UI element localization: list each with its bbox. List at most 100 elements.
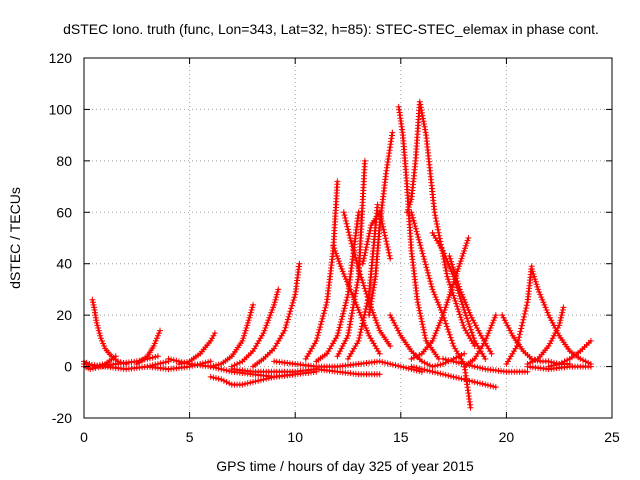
data-point-marker: [365, 330, 372, 337]
data-point-marker: [405, 206, 411, 213]
data-point-marker: [560, 304, 567, 311]
data-point-marker: [444, 273, 451, 280]
data-point-marker: [531, 276, 538, 283]
data-point-marker: [331, 245, 338, 252]
series-8: [207, 301, 256, 370]
data-point-marker: [351, 251, 358, 258]
data-point-marker: [334, 253, 340, 259]
data-point-marker: [415, 304, 422, 311]
data-point-marker: [418, 368, 425, 375]
data-point-marker: [426, 362, 433, 369]
data-point-marker: [281, 327, 288, 334]
data-point-marker: [248, 307, 255, 313]
data-point-marker: [456, 286, 463, 293]
series-14: [313, 209, 362, 365]
data-point-marker: [559, 309, 566, 316]
data-point-marker: [365, 294, 372, 301]
data-point-marker: [469, 332, 476, 339]
data-point-marker: [455, 308, 462, 315]
data-point-marker: [416, 352, 423, 358]
series-3: [89, 296, 130, 367]
x-tick-label: 15: [393, 429, 409, 445]
data-point-marker: [545, 312, 552, 319]
data-point-marker: [335, 350, 342, 357]
data-point-marker: [411, 220, 418, 227]
data-point-marker: [335, 258, 342, 265]
data-point-marker: [338, 319, 344, 325]
data-point-marker: [271, 301, 278, 308]
data-point-marker: [364, 300, 371, 307]
data-point-marker: [341, 212, 348, 219]
data-point-marker: [223, 367, 230, 374]
data-point-marker: [211, 330, 218, 337]
data-point-marker: [448, 258, 455, 265]
data-point-marker: [365, 233, 372, 240]
x-tick-label: 25: [604, 429, 620, 445]
data-point-marker: [384, 360, 391, 367]
data-point-marker: [458, 316, 465, 323]
data-point-marker: [443, 270, 450, 277]
data-point-marker: [389, 317, 396, 324]
data-point-marker: [376, 371, 383, 378]
data-point-marker: [416, 239, 423, 246]
data-point-marker: [464, 304, 471, 311]
data-point-marker: [450, 358, 457, 365]
data-point-marker: [474, 379, 481, 386]
data-point-marker: [440, 361, 446, 367]
data-point-marker: [456, 263, 463, 270]
data-point-marker: [358, 323, 365, 330]
data-point-marker: [90, 365, 96, 372]
data-point-marker: [418, 245, 425, 252]
data-point-marker: [239, 337, 246, 344]
y-tick-label: 80: [56, 153, 72, 169]
data-point-marker: [467, 404, 474, 411]
data-point-marker: [348, 240, 355, 247]
data-point-marker: [218, 366, 225, 373]
data-point-marker: [413, 228, 420, 235]
data-point-marker: [360, 279, 366, 286]
data-point-marker: [425, 269, 431, 276]
data-point-marker: [380, 226, 387, 233]
data-point-marker: [173, 357, 180, 364]
data-point-marker: [521, 310, 528, 317]
data-point-marker: [271, 299, 278, 306]
data-point-marker: [334, 178, 341, 185]
series-35: [545, 337, 594, 370]
data-point-marker: [445, 357, 452, 364]
data-point-marker: [427, 278, 434, 285]
data-point-marker: [239, 381, 246, 388]
data-point-marker: [244, 319, 251, 326]
data-point-marker: [554, 325, 561, 331]
data-point-marker: [422, 335, 429, 342]
data-point-marker: [459, 253, 466, 259]
data-point-marker: [520, 316, 527, 323]
data-point-marker: [386, 252, 393, 259]
data-point-marker: [424, 367, 431, 374]
data-point-marker: [385, 246, 392, 253]
data-point-marker: [454, 306, 461, 313]
data-point-marker: [381, 229, 388, 236]
data-point-marker: [342, 337, 349, 344]
data-point-marker: [393, 325, 400, 331]
data-point-marker: [484, 382, 491, 389]
data-point-marker: [433, 221, 440, 227]
data-point-marker: [269, 307, 276, 313]
data-point-marker: [582, 358, 589, 365]
data-point-marker: [515, 337, 522, 344]
data-point-marker: [460, 294, 467, 301]
data-point-marker: [451, 295, 458, 302]
data-point-marker: [157, 327, 163, 334]
data-point-marker: [364, 241, 370, 248]
data-point-marker: [529, 268, 536, 275]
data-point-marker: [457, 314, 464, 321]
data-point-marker: [418, 318, 425, 325]
data-point-marker: [364, 297, 371, 304]
data-point-marker: [519, 319, 526, 326]
data-point-marker: [383, 241, 390, 248]
series-22: [395, 103, 442, 362]
series-34: [524, 304, 567, 367]
data-point-marker: [392, 322, 399, 329]
data-point-marker: [429, 286, 436, 293]
data-point-marker: [236, 359, 243, 366]
data-point-marker: [405, 365, 412, 372]
